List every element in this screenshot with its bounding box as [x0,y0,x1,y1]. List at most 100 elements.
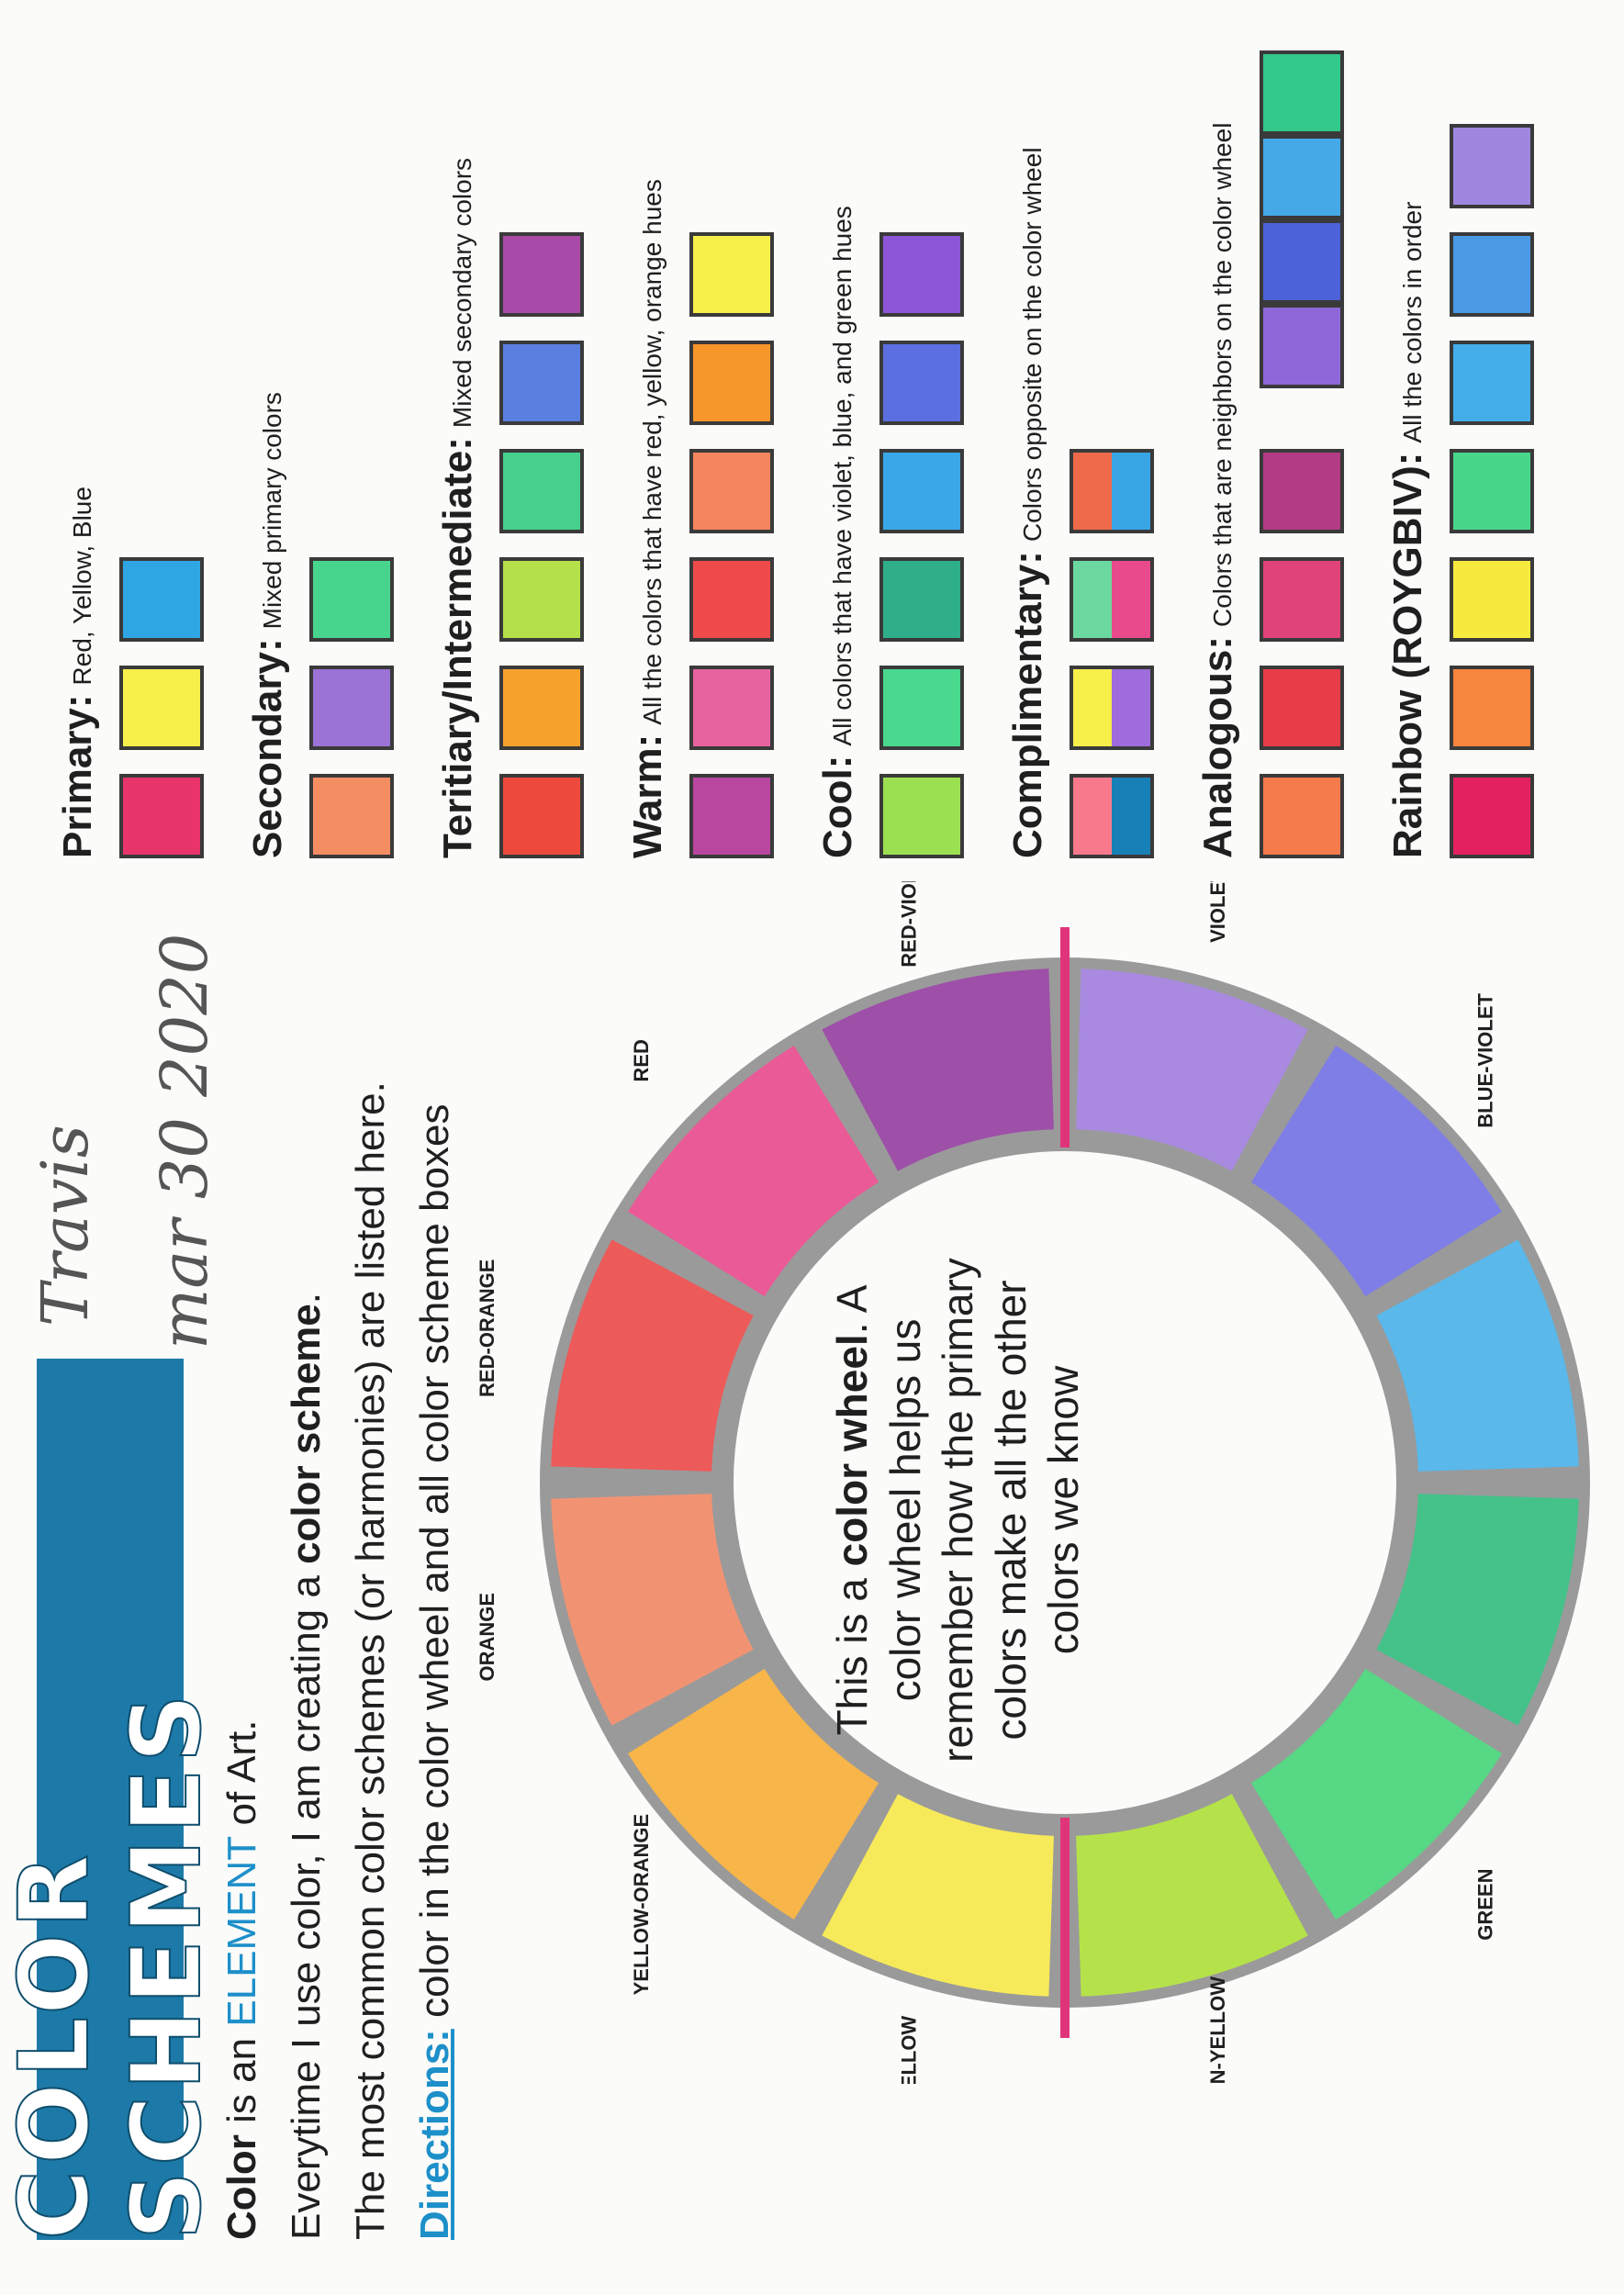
color-swatch[interactable] [1450,341,1534,425]
wheel-segment-red [628,1046,879,1297]
color-swatch[interactable] [689,232,774,317]
color-swatch[interactable] [499,449,584,533]
color-swatch[interactable] [119,774,204,858]
wheel-label-yellow: YELLOW [898,2016,921,2084]
wheel-label-green: GREEN [1473,1868,1496,1940]
color-swatch[interactable] [689,449,774,533]
wheel-segment-violet [1076,968,1308,1171]
scheme-swatches-0 [119,533,204,858]
complementary-swatch[interactable] [1070,666,1154,750]
handwritten-name: Travis [28,1125,103,1327]
color-swatch[interactable] [1260,219,1344,304]
complementary-swatch[interactable] [1070,774,1154,858]
color-swatch[interactable] [499,774,584,858]
wheel-label-red-violet: RED-VIOLET [898,881,921,968]
color-swatch[interactable] [879,232,964,317]
color-swatch[interactable] [879,557,964,642]
color-swatch[interactable] [689,557,774,642]
color-swatch[interactable] [1260,666,1344,750]
color-swatch[interactable] [1260,449,1344,533]
scheme-swatches-5 [1070,425,1154,858]
swatch-half [1112,778,1150,855]
color-swatch[interactable] [1260,774,1344,858]
color-swatch[interactable] [1450,666,1534,750]
intro-text: . [284,1293,329,1304]
scheme-description: Red, Yellow, Blue [68,487,96,686]
color-swatch[interactable] [309,666,394,750]
wheel-label-green-yellow: GREEN-YELLOW [1206,1976,1229,2084]
color-swatch[interactable] [879,774,964,858]
scheme-title-5: Complimentary: Colors opposite on the col… [1005,147,1051,858]
scheme-name: Primary: [55,694,100,858]
wheel-segment-blue-green [1376,1494,1579,1726]
complementary-swatch[interactable] [1070,449,1154,533]
wheel-segment-yellow-orange [628,1668,879,1920]
swatch-half [1112,669,1150,746]
scheme-name: Complimentary: [1005,551,1050,858]
color-swatch[interactable] [879,449,964,533]
intro-line-4: Directions: color in the color wheel and… [412,1103,457,2240]
color-swatch[interactable] [119,557,204,642]
swatch-half [1073,669,1112,746]
scheme-title-2: Teritiary/Intermediate: Mixed secondary c… [435,158,481,858]
wheel-segment-blue-violet [1250,1046,1502,1297]
color-swatch[interactable] [499,557,584,642]
scheme-swatches-2 [499,208,584,858]
scheme-title-7: Rainbow (ROYGBIV): All the colors in orde… [1385,202,1431,858]
wheel-segment-green-yellow [1076,1794,1308,1997]
scheme-name: Cool: [815,755,860,858]
color-swatch[interactable] [1260,557,1344,642]
directions-label: Directions: [412,2029,457,2240]
complementary-swatch[interactable] [1070,557,1154,642]
intro-line-3: The most common color schemes (or harmon… [348,1081,393,2240]
wheel-label-red: RED [630,1039,653,1081]
scheme-description: All colors that have violet, blue, and g… [828,206,857,746]
wheel-text: This is a [828,1566,876,1736]
color-swatch[interactable] [1450,124,1534,208]
scheme-swatches-1 [309,533,394,858]
scheme-name: Warm: [625,733,670,858]
scheme-name: Secondary: [245,638,290,858]
color-swatch[interactable] [1260,135,1344,219]
color-swatch[interactable] [1450,557,1534,642]
color-swatch[interactable] [499,232,584,317]
intro-color-word: Color [219,2134,264,2240]
wheel-center [734,1151,1396,1814]
color-swatch[interactable] [499,666,584,750]
color-swatch[interactable] [1260,50,1344,135]
wheel-label-violet: VIOLET [1206,881,1229,943]
color-swatch[interactable] [689,341,774,425]
color-swatch[interactable] [689,774,774,858]
wheel-text-bold: color wheel [828,1334,876,1567]
scheme-title-4: Cool: All colors that have violet, blue, … [815,206,861,858]
wheel-segment-green [1250,1668,1502,1920]
intro-text: is an [219,2026,264,2135]
color-swatch[interactable] [879,666,964,750]
color-swatch[interactable] [1450,232,1534,317]
scheme-description: Mixed secondary colors [448,157,476,429]
wheel-label-yellow-orange: YELLOW-ORANGE [630,1814,653,1996]
scheme-title-6: Analogous: Colors that are neighbors on t… [1195,123,1241,858]
wheel-segment-red-orange [551,1239,754,1472]
scheme-swatches-7 [1450,100,1534,858]
color-swatch[interactable] [1260,304,1344,388]
wheel-segment-red-violet [822,968,1054,1171]
directions-text: color in the color wheel and all color s… [412,1103,457,2030]
color-swatch[interactable] [689,666,774,750]
scheme-description: All the colors that have red, yellow, or… [638,179,666,725]
color-swatch[interactable] [499,341,584,425]
color-swatch[interactable] [309,557,394,642]
wheel-segment-yellow [822,1794,1054,1997]
swatch-gap [1260,388,1344,425]
intro-text: of Art. [219,1719,264,1837]
color-swatch[interactable] [309,774,394,858]
color-swatch[interactable] [1450,449,1534,533]
page-title: COLOR SCHEMES [0,1359,223,2241]
color-wheel-graphic: YELLOW YELLOW-ORANGE ORANGE RED-ORANGE RED RE… [476,845,1590,2142]
scheme-description: Mixed primary colors [258,392,286,630]
wheel-center-text: This is a color wheel. A color wheel hel… [826,1235,1091,1786]
color-swatch[interactable] [119,666,204,750]
color-swatch[interactable] [1450,774,1534,858]
color-swatch[interactable] [879,341,964,425]
